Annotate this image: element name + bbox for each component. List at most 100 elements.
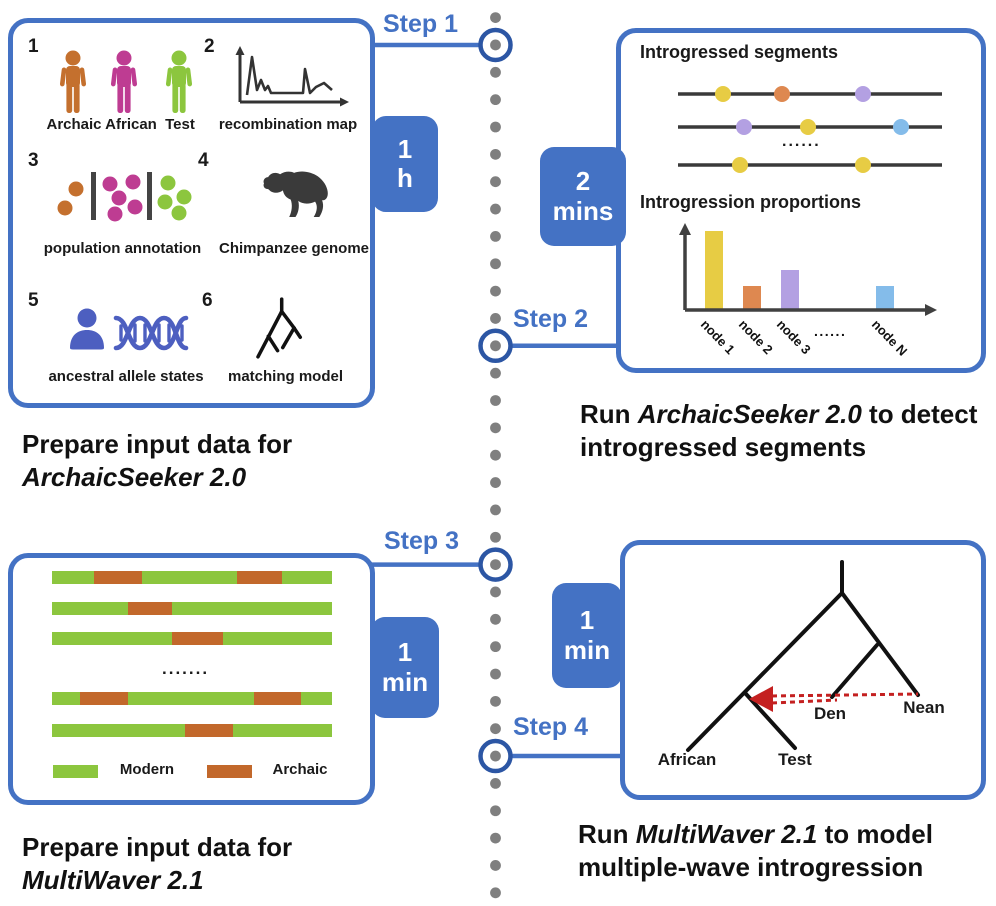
caption-run-archaicseeker: Run ArchaicSeeker 2.0 to detect introgre… [580, 398, 977, 464]
timeline-dot [490, 860, 501, 871]
introgression-arrow-den [771, 698, 838, 705]
caption-line1: Prepare input data for [22, 832, 293, 862]
item-number-2: 2 [204, 36, 215, 57]
bar-node-2 [743, 286, 761, 310]
timeline-dot [490, 613, 501, 625]
label-archaic: Archaic [46, 116, 102, 133]
recombination-map-icon [235, 46, 349, 107]
legend-label-modern: Modern [119, 761, 175, 778]
x-tick-ellipsis: ...... [814, 323, 846, 339]
timeline-dot [490, 94, 501, 106]
proportions-title: Introgression proportions [640, 192, 862, 212]
bar-node-3 [781, 270, 799, 310]
population-annotation-icon [57, 172, 192, 222]
x-tick-label: node 1 [698, 317, 738, 358]
timeline-dot [490, 750, 501, 762]
results-box [616, 28, 986, 373]
genome-row [52, 602, 332, 615]
genome-ellipsis: ....... [162, 659, 210, 678]
timeline-dot [490, 176, 501, 188]
caption-input-multiwaver: Prepare input data for MultiWaver 2.1 [22, 831, 292, 897]
timeline-dot [490, 422, 501, 434]
timeline-dot [490, 66, 501, 78]
dna-icon [113, 315, 189, 351]
genome-row [52, 571, 332, 584]
timeline-dot [490, 887, 501, 899]
timeline-dot [490, 832, 501, 844]
label-matching-model: matching model [228, 368, 344, 385]
timeline-dot [490, 805, 501, 817]
timeline-dot [490, 723, 501, 735]
timeline-dot [490, 395, 501, 406]
tree-model-box [620, 540, 986, 800]
genome-input-box [8, 553, 375, 805]
person-african-icon [110, 50, 138, 113]
label-population-annotation: population annotation [43, 240, 202, 257]
introgressed-segment-dot [732, 157, 748, 173]
timeline-dot [490, 504, 501, 516]
timeline-dot [490, 258, 501, 270]
caption-line1: Run MultiWaver 2.1 to model [578, 819, 933, 849]
genome-row [52, 724, 332, 737]
step-1-label: Step 1 [383, 10, 459, 38]
bar-node-1 [705, 231, 723, 310]
timeline-dot [490, 340, 501, 352]
caption-line2: MultiWaver 2.1 [22, 865, 204, 895]
label-african: African [105, 116, 157, 133]
legend-swatch-modern [53, 765, 98, 778]
tree-label-african: African [657, 750, 717, 769]
archaic-segment [236, 571, 282, 584]
timeline-dot [490, 559, 501, 570]
matching-model-icon [256, 297, 303, 359]
timeline-dot [490, 121, 501, 133]
item-number-1: 1 [28, 36, 39, 57]
caption-run-multiwaver: Run MultiWaver 2.1 to model multiple-wav… [578, 818, 933, 884]
timeline-dot [490, 668, 501, 680]
introgressed-segment-dot [855, 86, 871, 102]
timeline-dot [490, 778, 501, 789]
label-recombination-map: recombination map [218, 116, 358, 133]
timeline-dot [490, 695, 501, 707]
timeline-dot [490, 285, 501, 297]
tree-label-den: Den [813, 704, 847, 723]
segments-ellipsis: ...... [782, 133, 821, 150]
time-badge-1min-left: 1 min [371, 617, 439, 718]
timeline-dot [490, 449, 501, 461]
introgressed-segment-dot [855, 157, 871, 173]
introgression-arrowhead [749, 686, 773, 712]
archaic-segment [253, 692, 302, 705]
archaic-segment [127, 602, 173, 615]
step-2-label: Step 2 [513, 305, 589, 333]
label-test: Test [165, 116, 195, 133]
introgressed-segment-dot [774, 86, 790, 102]
caption-input-archaicseeker: Prepare input data for ArchaicSeeker 2.0 [22, 428, 292, 494]
segments-title: Introgressed segments [640, 42, 839, 62]
time-badge-1min-right: 1 min [552, 583, 622, 688]
caption-line2: introgressed segments [580, 432, 867, 462]
timeline-dot [490, 231, 501, 242]
timeline-dot [490, 39, 501, 51]
timeline-dot [490, 148, 501, 160]
x-tick-label: node 3 [774, 317, 814, 358]
label-ancestral-allele-states: ancestral allele states [48, 368, 204, 385]
bar-node-N [876, 286, 894, 310]
person-archaic-icon [59, 50, 87, 113]
caption-line2: ArchaicSeeker 2.0 [22, 462, 247, 492]
item-number-5: 5 [28, 290, 39, 311]
tree-label-test: Test [778, 750, 812, 769]
introgressed-segment-dot [715, 86, 731, 102]
caption-line2: multiple-wave introgression [578, 852, 924, 882]
legend-swatch-archaic [207, 765, 252, 778]
archaic-segment [80, 692, 128, 705]
x-tick-label: node 2 [736, 317, 776, 358]
person-test-icon [165, 50, 193, 113]
timeline-dot [490, 531, 501, 543]
timeline-dot [490, 12, 501, 23]
archaic-segment [172, 632, 223, 645]
item-number-4: 4 [198, 150, 209, 171]
x-axis-arrow [925, 304, 937, 316]
y-axis-arrow [679, 223, 691, 235]
caption-line1: Run ArchaicSeeker 2.0 to detect [580, 399, 978, 429]
